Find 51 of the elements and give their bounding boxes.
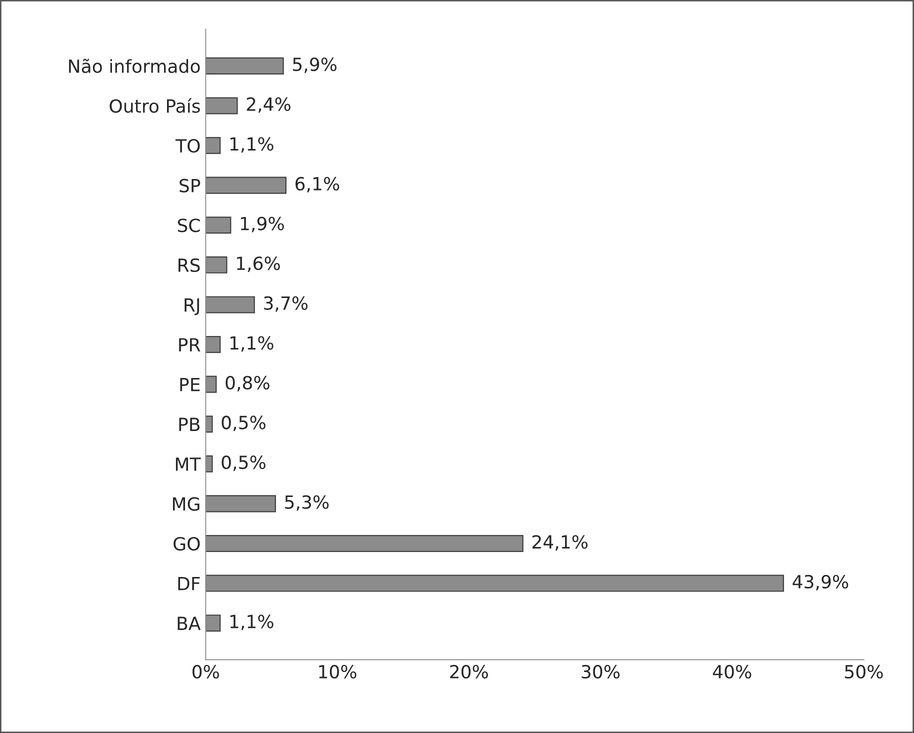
bar [206, 296, 255, 314]
y-tick-label: PE [180, 378, 200, 392]
bar [206, 534, 524, 552]
y-tick-label: SC [178, 218, 200, 232]
data-label: 24,1% [532, 535, 588, 551]
y-tick-label: Outro País [110, 98, 200, 113]
data-label: 6,1% [296, 176, 340, 192]
y-tick-label: DF [178, 576, 200, 590]
data-label: 1,9% [240, 216, 284, 232]
x-tick-label: 10% [319, 664, 356, 679]
data-label: 43,9% [792, 574, 848, 590]
x-tick-label: 50% [845, 664, 883, 679]
bar [206, 137, 221, 154]
bar [206, 336, 221, 354]
data-label: 1,6% [237, 256, 280, 272]
y-tick-label: RJ [184, 298, 200, 316]
y-tick-label: GO [174, 536, 200, 551]
data-label: 1,1% [230, 336, 274, 352]
data-label: 0,5% [222, 416, 266, 432]
x-tick-label: 20% [450, 664, 488, 679]
x-tick-label: 0% [192, 664, 219, 679]
data-label: 2,4% [246, 97, 290, 113]
bar [206, 57, 284, 74]
y-tick-label: RS [178, 258, 200, 272]
data-label: 1,1% [230, 614, 274, 630]
y-tick-label: Não informado [69, 58, 200, 74]
bar [206, 495, 276, 512]
bar [206, 614, 221, 632]
data-label: 0,8% [226, 376, 270, 392]
bar [206, 176, 286, 194]
data-label: 3,7% [264, 296, 308, 312]
bar [206, 216, 232, 234]
data-label: 0,5% [222, 455, 266, 471]
bar [206, 455, 213, 472]
bar [206, 574, 784, 592]
bar [206, 97, 238, 114]
y-tick-label: TO [175, 138, 200, 153]
y-tick-label: PR [179, 338, 200, 352]
y-tick-label: MG [172, 497, 200, 511]
y-tick-label: PB [179, 418, 200, 431]
bar [206, 376, 217, 393]
data-label: 5,9% [293, 58, 337, 74]
x-tick-label: 40% [712, 664, 752, 679]
data-label: 5,3% [285, 495, 329, 511]
data-label: 1,1% [230, 137, 274, 153]
y-tick-label: BA [178, 616, 201, 630]
bar [206, 256, 228, 274]
x-tick-label: 30% [582, 664, 620, 679]
bar [206, 416, 213, 433]
y-tick-label: SP [180, 178, 200, 192]
y-tick-label: MT [176, 458, 201, 471]
